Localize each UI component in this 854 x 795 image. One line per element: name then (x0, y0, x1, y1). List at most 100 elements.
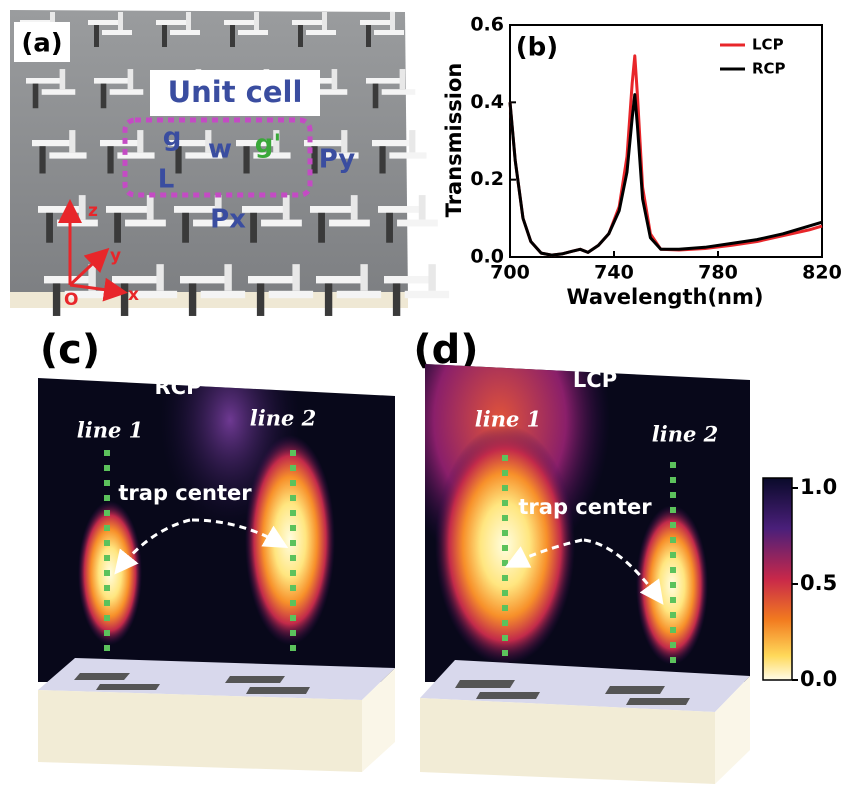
notch (38, 206, 84, 213)
panel-d: (d) LCP line 1 line 2 trap center (390, 270, 750, 784)
notch (182, 213, 189, 243)
y-axis-label: Transmission (442, 63, 466, 218)
colorbar-tick-label: 0.5 (800, 571, 837, 595)
dimension-label: Px (210, 205, 246, 235)
notch (325, 283, 332, 316)
notch (26, 78, 64, 84)
notch (53, 283, 60, 316)
line-label: line 2 (250, 406, 317, 431)
notch (94, 78, 132, 84)
notch (106, 206, 152, 213)
panel-label: (c) (40, 327, 100, 373)
notch (69, 130, 75, 152)
notch (366, 78, 404, 84)
device-front (38, 690, 362, 772)
notch (162, 25, 167, 47)
dimension-label: L (158, 165, 175, 195)
panel-label: (b) (516, 33, 558, 63)
notch (400, 69, 406, 89)
notch (180, 276, 230, 283)
notch (292, 20, 326, 25)
notch (329, 220, 370, 227)
notch (393, 283, 400, 316)
notch (114, 213, 121, 243)
notch (88, 20, 122, 25)
series-line (510, 95, 822, 256)
notch (102, 30, 132, 35)
notch (42, 89, 76, 95)
panel-label: (a) (21, 29, 62, 59)
notch (269, 291, 313, 298)
notch (79, 195, 86, 219)
notch (101, 84, 107, 109)
notch (125, 220, 166, 227)
notch (351, 195, 358, 219)
x-tick-label: 780 (698, 262, 738, 284)
colorbar: 1.0 0.5 0.0 (763, 475, 837, 691)
notch (374, 30, 404, 35)
notch (100, 140, 142, 146)
notch (189, 283, 196, 316)
notch (366, 25, 371, 47)
notch (60, 69, 66, 89)
figure: (a) Unit cell g w g' Py L Px z y x O (b)… (0, 0, 854, 795)
notch (382, 89, 416, 95)
notch (283, 195, 290, 219)
notch (118, 12, 123, 30)
notch (257, 283, 264, 316)
dimension-label: w (208, 135, 232, 165)
notch (405, 291, 449, 298)
x-axis-label: Wavelength(nm) (567, 285, 764, 309)
notch (32, 140, 74, 146)
notch (254, 12, 259, 30)
series-line (510, 56, 822, 255)
notch (318, 213, 325, 243)
notch (49, 152, 86, 158)
legend-label: RCP (752, 60, 786, 78)
notch (137, 130, 143, 152)
notch (243, 146, 249, 173)
notch (94, 25, 99, 47)
notch (373, 84, 379, 109)
notch (39, 146, 45, 173)
notch (389, 152, 426, 158)
notch (386, 213, 393, 243)
notch (156, 264, 163, 291)
notch (419, 195, 426, 219)
notch (186, 12, 191, 30)
notch (201, 291, 245, 298)
notch (360, 20, 394, 25)
line-label: line 2 (652, 422, 719, 447)
axis-label: y (110, 246, 121, 266)
polarization-label: LCP (573, 368, 617, 392)
notch (46, 213, 53, 243)
notch (337, 291, 381, 298)
device-front (420, 698, 715, 784)
polarization-label: RCP (155, 375, 202, 399)
axis-label: x (128, 285, 139, 305)
notch (248, 276, 298, 283)
notch (133, 291, 177, 298)
panel-b: (b) Transmission Wavelength(nm) 0.00.20.… (442, 14, 842, 310)
notch (110, 89, 144, 95)
notch (306, 30, 336, 35)
line-label: line 1 (77, 418, 144, 443)
y-tick-label: 0.4 (470, 91, 504, 113)
notch (33, 84, 39, 109)
notch (372, 140, 414, 146)
notch (230, 25, 235, 47)
notch (292, 264, 299, 291)
axis-label: O (64, 290, 78, 310)
panel-c: (c) RCP line 1 line 2 trap center (38, 310, 395, 772)
x-tick-label: 820 (802, 262, 842, 284)
notch (242, 206, 288, 213)
notch (224, 264, 231, 291)
colorbar-tick-label: 0.0 (800, 667, 837, 691)
x-tick-label: 740 (594, 262, 634, 284)
notch (397, 220, 438, 227)
colorbar-tick-label: 1.0 (800, 475, 837, 499)
notch (156, 20, 190, 25)
x-tick-label: 700 (490, 262, 530, 284)
notch (409, 130, 415, 152)
panel-a: (a) Unit cell g w g' Py L Px z y x O (10, 10, 449, 316)
